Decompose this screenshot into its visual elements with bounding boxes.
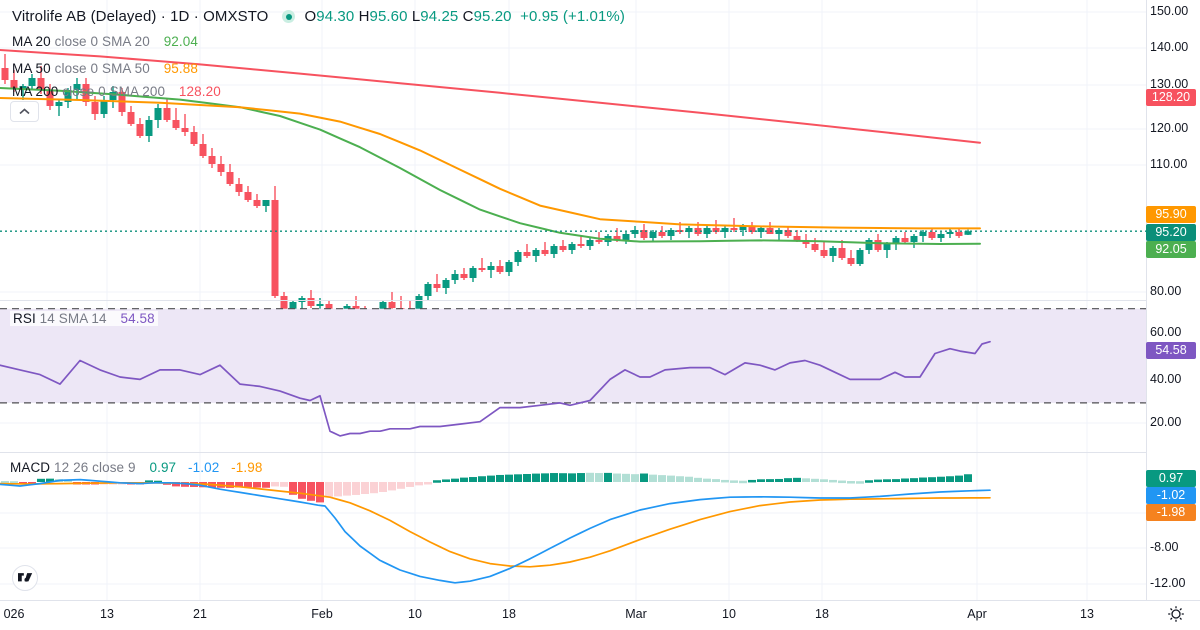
macd-line-value: -1.02: [188, 460, 220, 475]
time-axis-label: 21: [193, 607, 207, 621]
price-badge[interactable]: 128.20: [1146, 89, 1196, 106]
pane-separator-macd[interactable]: [0, 452, 1146, 453]
high-label: H: [358, 8, 370, 25]
legend-rsi[interactable]: RSI 14 SMA 14 54.58: [10, 311, 158, 326]
settings-gear-icon[interactable]: [1166, 604, 1186, 624]
ma20-name: MA 20: [12, 34, 51, 49]
macd-name: MACD: [10, 460, 51, 475]
ma50-params: close 0 SMA 50: [54, 61, 150, 76]
time-axis-label: 026: [3, 607, 25, 621]
ma200-value: 128.20: [178, 84, 221, 99]
rsi-value: 54.58: [120, 311, 155, 326]
macd-hist-value: 0.97: [149, 460, 177, 475]
rsi-tick: 60.00: [1150, 325, 1182, 339]
macd-tick: -12.00: [1150, 576, 1186, 590]
price-tick: 110.00: [1150, 157, 1188, 171]
price-axis[interactable]: 150.00 140.00 130.00 120.00 110.00 80.00 60.00…: [1146, 0, 1200, 630]
price-badge[interactable]: 95.20: [1146, 224, 1196, 241]
close-value: 95.20: [473, 8, 512, 25]
time-axis-label: 18: [502, 607, 516, 621]
ma50-name: MA 50: [12, 61, 51, 76]
high-value: 95.60: [369, 8, 408, 25]
macd-badge[interactable]: 0.97: [1146, 470, 1196, 487]
time-axis-label: Apr: [967, 607, 987, 621]
collapse-pane-button[interactable]: [10, 101, 39, 122]
macd-badge[interactable]: -1.98: [1146, 504, 1196, 521]
legend-ma20[interactable]: MA 20 close 0 SMA 20 92.04: [12, 34, 198, 49]
change-value: +0.95 (+1.01%): [520, 8, 625, 25]
price-badge[interactable]: 95.90: [1146, 206, 1196, 223]
low-label: L: [411, 8, 421, 25]
tradingview-logo-icon[interactable]: [12, 565, 38, 591]
rsi-tick: 20.00: [1150, 415, 1182, 429]
ma20-value: 92.04: [163, 34, 198, 49]
open-value: 94.30: [316, 8, 355, 25]
time-axis[interactable]: 026 13 21 Feb 10 18 Mar 10 18 Apr 13: [0, 600, 1200, 630]
macd-tick: -8.00: [1150, 540, 1179, 554]
symbol-legend[interactable]: Vitrolife AB (Delayed) · 1D · OMXSTO O94.…: [12, 8, 625, 25]
time-axis-label: 13: [100, 607, 114, 621]
price-tick: 120.00: [1150, 121, 1189, 135]
price-tick: 80.00: [1150, 284, 1182, 298]
price-axis-divider: [1146, 0, 1147, 600]
ma200-params: close 0 SMA 200: [62, 84, 166, 99]
time-axis-label: 10: [722, 607, 736, 621]
ma200-name: MA 200: [12, 84, 59, 99]
legend-macd[interactable]: MACD 12 26 close 9 0.97 -1.02 -1.98: [10, 460, 262, 475]
macd-params: 12 26 close 9: [54, 460, 136, 475]
time-axis-label: Feb: [311, 607, 333, 621]
macd-signal-value: -1.98: [231, 460, 263, 475]
time-axis-label: 13: [1080, 607, 1094, 621]
open-label: O: [304, 8, 317, 25]
time-axis-label: 10: [408, 607, 422, 621]
ma20-params: close 0 SMA 20: [54, 34, 150, 49]
close-label: C: [462, 8, 474, 25]
rsi-params: 14 SMA 14: [39, 311, 107, 326]
legend-ma50[interactable]: MA 50 close 0 SMA 50 95.88: [12, 61, 198, 76]
time-axis-label: Mar: [625, 607, 647, 621]
market-status-dot-icon: [282, 10, 296, 23]
price-tick: 140.00: [1150, 40, 1189, 54]
rsi-name: RSI: [13, 311, 36, 326]
price-badge[interactable]: 92.05: [1146, 241, 1196, 258]
price-tick: 150.00: [1150, 4, 1189, 18]
pane-separator-rsi[interactable]: [0, 300, 1146, 301]
low-value: 94.25: [420, 8, 459, 25]
chevron-up-icon: [19, 108, 30, 115]
rsi-badge[interactable]: 54.58: [1146, 342, 1196, 359]
time-axis-label: 18: [815, 607, 829, 621]
symbol-title[interactable]: Vitrolife AB (Delayed) · 1D · OMXSTO: [12, 8, 269, 25]
ma50-value: 95.88: [163, 61, 198, 76]
macd-badge[interactable]: -1.02: [1146, 487, 1196, 504]
legend-ma200[interactable]: MA 200 close 0 SMA 200 128.20: [12, 84, 221, 99]
price-tick: 130.00: [1150, 77, 1189, 91]
rsi-tick: 40.00: [1150, 372, 1182, 386]
